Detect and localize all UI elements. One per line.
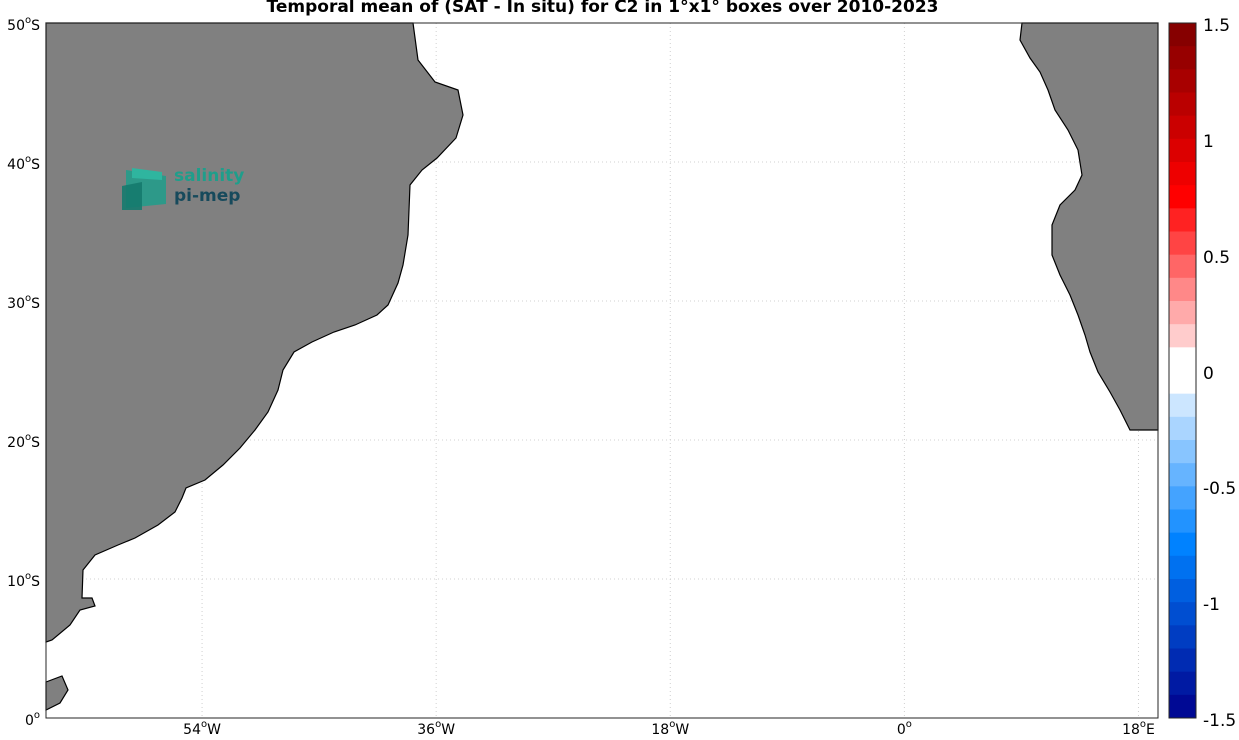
colorbar-segment (1169, 694, 1196, 719)
colorbar-segment (1169, 301, 1196, 325)
colorbar-segment (1169, 254, 1196, 279)
plot-frame (45, 22, 1159, 719)
colorbar-segment (1169, 463, 1196, 487)
colorbar-segment (1169, 231, 1196, 256)
colorbar-tick-label: 0.5 (1203, 247, 1231, 268)
africa-landmass (1019, 22, 1159, 431)
x-tick-label: 36oW (417, 719, 456, 738)
colorbar-segment (1169, 347, 1196, 371)
y-tick-label: 20oS (7, 432, 40, 451)
colorbar-segment (1169, 69, 1196, 93)
y-tick-label: 10oS (7, 571, 40, 590)
colorbar-segment (1169, 671, 1196, 696)
chart-title: Temporal mean of (SAT - In situ) for C2 … (266, 0, 939, 17)
colorbar-segment (1169, 92, 1196, 117)
colorbar-segment (1169, 579, 1196, 603)
logo-text: salinity pi-mep (174, 166, 244, 206)
colorbar-segment (1169, 625, 1196, 649)
colorbar-segment (1169, 185, 1196, 209)
colorbar-segment (1169, 370, 1196, 395)
colorbar-tick-label: 0 (1203, 363, 1214, 384)
x-tick-label: 0o (896, 719, 912, 738)
colorbar-segment (1169, 324, 1196, 348)
salinity-logo-icon (122, 168, 166, 210)
colorbar-segment (1169, 138, 1196, 163)
x-tick-label: 18oW (651, 719, 690, 738)
y-tick-label: 30oS (7, 293, 40, 312)
colorbar-tick-label: -1.5 (1203, 711, 1237, 731)
colorbar-segment (1169, 277, 1196, 302)
colorbar-segment (1169, 440, 1196, 464)
y-tick-label: 0o (24, 710, 40, 729)
colorbar-segment (1169, 555, 1196, 580)
colorbar-segment (1169, 208, 1196, 232)
colorbar-segment (1169, 486, 1196, 510)
colorbar-segment (1169, 23, 1196, 47)
colorbar-frame (1168, 22, 1197, 719)
y-tick-label: 50oS (7, 15, 40, 34)
colorbar-segment (1169, 532, 1196, 557)
logo-line1: salinity (174, 166, 245, 186)
colorbar-segment (1169, 162, 1196, 186)
colorbar-segment (1169, 509, 1196, 534)
y-tick-label: 40oS (7, 154, 40, 173)
logo-line2: pi-mep (174, 186, 241, 206)
colorbar-segment (1169, 602, 1196, 626)
colorbar-tick-label: 1 (1203, 131, 1214, 152)
x-tick-label: 54oW (183, 719, 221, 738)
x-tick-label: 18oE (1122, 719, 1155, 738)
colorbar-segment (1169, 46, 1196, 70)
colorbar-segment (1169, 416, 1196, 441)
colorbar-tick-label: -0.5 (1203, 479, 1237, 500)
colorbar-tick-label: 1.5 (1203, 16, 1231, 36)
colorbar-segment (1169, 648, 1196, 673)
colorbar (1168, 22, 1197, 719)
colorbar-tick-label: -1 (1203, 595, 1220, 616)
colorbar-segment (1169, 115, 1196, 140)
colorbar-segment (1169, 393, 1196, 418)
